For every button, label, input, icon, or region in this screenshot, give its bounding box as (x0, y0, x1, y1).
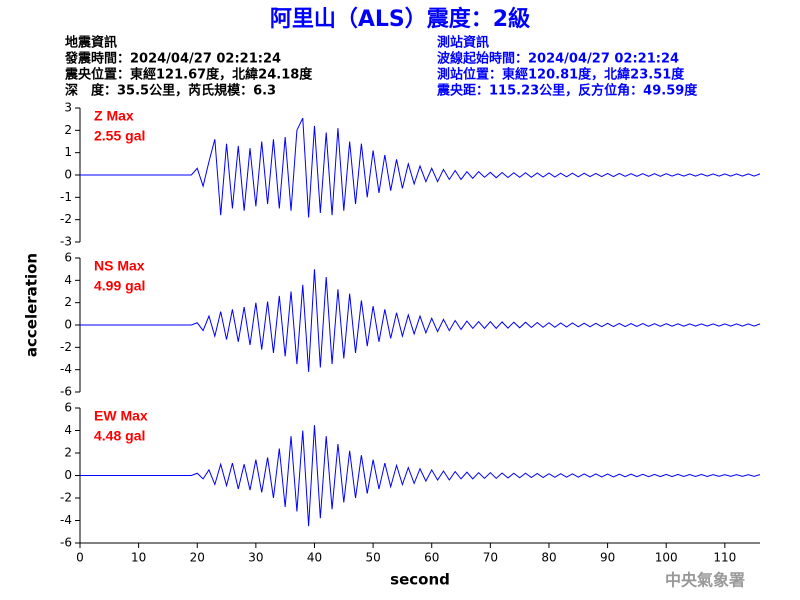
x-axis-label: second (390, 571, 450, 589)
y-tick-label: 6 (64, 251, 72, 265)
max-annotation: 4.48 gal (94, 428, 145, 444)
y-tick-label: -2 (60, 212, 72, 226)
x-tick-label: 100 (655, 551, 678, 565)
max-annotation: 4.99 gal (94, 278, 145, 294)
y-tick-label: 3 (64, 101, 72, 115)
agency-footer: 中央氣象署 (665, 571, 745, 590)
y-tick-label: -3 (60, 235, 72, 249)
x-tick-label: 20 (190, 551, 205, 565)
station-info: 測站位置：東經120.81度，北緯23.51度 (437, 67, 685, 83)
station-info: 測站資訊 (437, 35, 489, 51)
x-tick-label: 80 (541, 551, 556, 565)
event-info: 震央位置：東經121.67度，北緯24.18度 (64, 67, 313, 83)
y-tick-label: -6 (60, 536, 72, 550)
event-info: 深 度：35.5公里，芮氏規模：6.3 (65, 83, 276, 99)
y-tick-label: -6 (60, 385, 72, 399)
max-annotation: EW Max (94, 408, 148, 424)
y-tick-label: 0 (64, 318, 72, 332)
station-info: 震央距：115.23公里，反方位角：49.59度 (436, 83, 698, 99)
x-tick-label: 10 (131, 551, 146, 565)
y-tick-label: -2 (60, 340, 72, 354)
y-tick-label: 0 (64, 468, 72, 482)
y-tick-label: 0 (64, 168, 72, 182)
y-tick-label: -1 (60, 190, 72, 204)
y-tick-label: 2 (64, 295, 72, 309)
y-tick-label: 2 (64, 123, 72, 137)
y-tick-label: -4 (60, 513, 72, 527)
station-info: 波線起始時間：2024/04/27 02:21:24 (437, 51, 679, 67)
x-tick-label: 40 (307, 551, 322, 565)
max-annotation: NS Max (94, 258, 145, 274)
y-tick-label: 2 (64, 446, 72, 460)
waveform (80, 425, 761, 527)
waveform (80, 117, 761, 218)
x-tick-label: 70 (483, 551, 498, 565)
y-tick-label: 4 (64, 273, 72, 287)
x-tick-label: 30 (248, 551, 263, 565)
event-info: 發震時間：2024/04/27 02:21:24 (64, 51, 281, 67)
x-tick-label: 0 (76, 551, 84, 565)
x-tick-label: 60 (424, 551, 439, 565)
y-tick-label: 6 (64, 401, 72, 415)
max-annotation: Z Max (94, 108, 134, 124)
y-tick-label: 4 (64, 423, 72, 437)
title: 阿里山（ALS）震度：2級 (270, 6, 530, 32)
x-tick-label: 50 (365, 551, 380, 565)
x-tick-label: 110 (713, 551, 736, 565)
y-tick-label: 1 (64, 145, 72, 159)
y-axis-label: acceleration (23, 253, 41, 357)
y-tick-label: -2 (60, 491, 72, 505)
event-info: 地震資訊 (65, 35, 117, 51)
y-tick-label: -4 (60, 362, 72, 376)
max-annotation: 2.55 gal (94, 128, 145, 144)
x-tick-label: 90 (600, 551, 615, 565)
waveform (80, 269, 761, 372)
